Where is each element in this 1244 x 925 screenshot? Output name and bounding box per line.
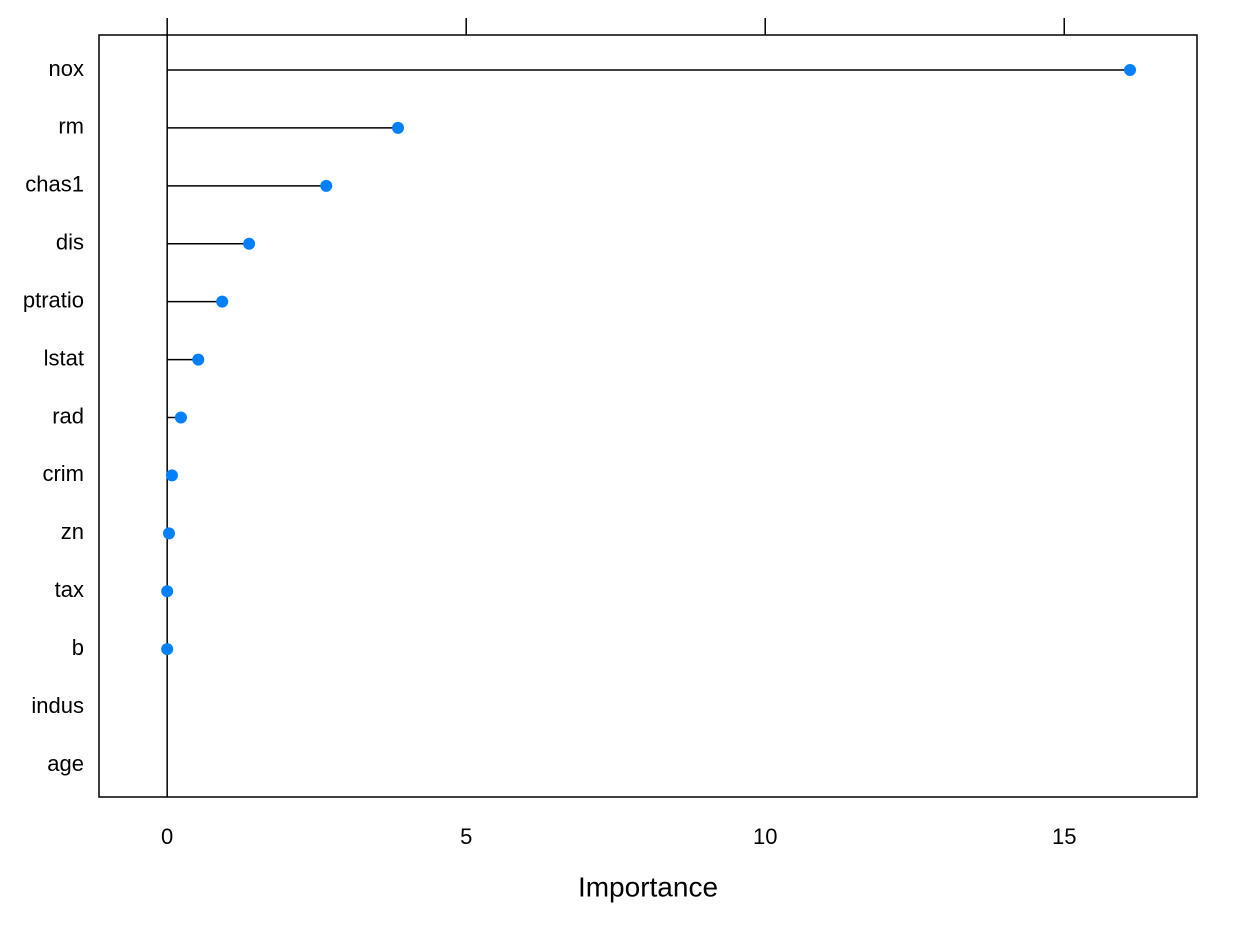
x-axis-label: Importance <box>578 871 718 902</box>
y-tick-label: age <box>47 751 84 776</box>
y-tick-label: zn <box>61 519 84 544</box>
dot <box>1124 64 1137 76</box>
x-tick-label: 15 <box>1052 824 1076 849</box>
dot <box>161 585 174 598</box>
y-tick-label: b <box>72 635 84 660</box>
y-tick-label: rm <box>58 114 84 139</box>
dot <box>162 527 175 540</box>
dot <box>216 295 229 308</box>
y-tick-label: chas1 <box>25 172 84 197</box>
dot <box>161 643 174 656</box>
dot <box>174 411 187 424</box>
y-tick-label: lstat <box>44 345 84 370</box>
y-tick-label: indus <box>31 693 84 718</box>
y-tick-label: rad <box>52 403 84 428</box>
dot <box>192 353 205 366</box>
y-tick-label: crim <box>42 461 84 486</box>
dot <box>320 179 333 192</box>
y-tick-label: dis <box>56 230 84 255</box>
x-tick-label: 5 <box>460 824 472 849</box>
dot <box>243 237 256 250</box>
dot <box>392 121 405 134</box>
x-tick-label: 10 <box>753 824 777 849</box>
plot-frame <box>98 34 1198 798</box>
y-tick-label: tax <box>55 577 84 602</box>
dot <box>165 469 178 482</box>
x-tick-label: 0 <box>161 824 173 849</box>
y-tick-label: nox <box>49 56 84 81</box>
y-tick-label: ptratio <box>23 287 84 312</box>
